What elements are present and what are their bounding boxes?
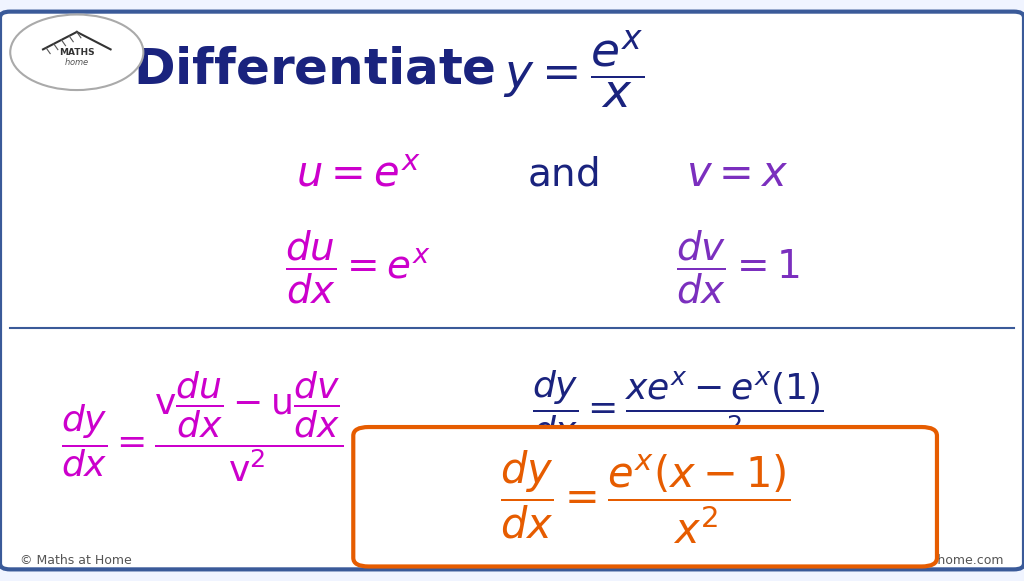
FancyBboxPatch shape — [0, 12, 1024, 569]
Text: © Maths at Home: © Maths at Home — [20, 554, 132, 567]
Circle shape — [10, 15, 143, 90]
Text: $\mathrm{and}$: $\mathrm{and}$ — [527, 155, 599, 193]
Text: $\dfrac{dy}{dx} = \dfrac{xe^x - e^x(1)}{x^2}$: $\dfrac{dy}{dx} = \dfrac{xe^x - e^x(1)}{… — [532, 369, 824, 450]
Text: www.mathsathome.com: www.mathsathome.com — [852, 554, 1004, 567]
Text: $\dfrac{dv}{dx} = 1$: $\dfrac{dv}{dx} = 1$ — [676, 229, 799, 306]
Text: $\mathit{home}$: $\mathit{home}$ — [65, 56, 89, 66]
Text: $y = \dfrac{e^x}{x}$: $y = \dfrac{e^x}{x}$ — [503, 28, 644, 111]
FancyBboxPatch shape — [353, 427, 937, 566]
Text: $\dfrac{dy}{dx} = \dfrac{{\rm v}\dfrac{du}{dx} - {\rm u}\dfrac{dv}{dx}}{{\rm v}^: $\dfrac{dy}{dx} = \dfrac{{\rm v}\dfrac{d… — [61, 370, 344, 485]
Text: $v = x$: $v = x$ — [686, 153, 788, 195]
Text: $u = e^x$: $u = e^x$ — [296, 153, 421, 195]
Text: MATHS: MATHS — [59, 48, 94, 57]
Text: $\bf{Differentiate}$: $\bf{Differentiate}$ — [133, 46, 496, 94]
Text: $\dfrac{du}{dx} = e^x$: $\dfrac{du}{dx} = e^x$ — [286, 229, 431, 306]
Text: $\dfrac{dy}{dx} = \dfrac{e^x(x-1)}{x^2}$: $\dfrac{dy}{dx} = \dfrac{e^x(x-1)}{x^2}$ — [500, 448, 791, 546]
